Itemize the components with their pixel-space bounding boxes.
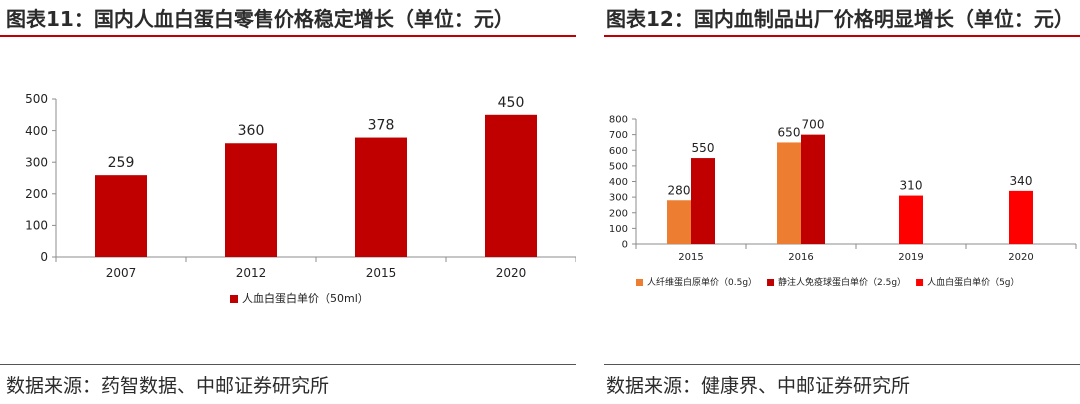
bar	[691, 158, 715, 244]
data-label: 700	[802, 118, 825, 132]
y-tick-label: 500	[25, 92, 48, 106]
bar	[355, 137, 407, 257]
y-tick-label: 100	[609, 224, 628, 235]
chart-panel-right: 图表12：国内血制品出厂价格明显增长（单位：元） 0 100 200 300 400 50…	[604, 0, 1080, 404]
bar-chart-right: 0 100 200 300 400 500 600 700 800 2015 2016 2019 202…	[609, 115, 1077, 288]
x-tick-label: 2019	[898, 252, 923, 263]
bar	[801, 134, 825, 244]
y-tick-label: 200	[609, 208, 628, 219]
y-tick-label: 400	[25, 124, 48, 138]
y-tick-label: 200	[25, 187, 48, 201]
x-tick-label: 2015	[678, 252, 703, 263]
legend-label: 静注人免疫球蛋白单价（2.5g）	[778, 276, 906, 288]
y-tick-label: 800	[609, 115, 628, 126]
y-tick-label: 400	[609, 177, 628, 188]
y-tick-label: 500	[609, 161, 628, 172]
data-label: 340	[1010, 174, 1033, 188]
bar	[667, 200, 691, 244]
legend-label: 人血白蛋白单价（5g）	[927, 276, 1019, 288]
data-label: 378	[368, 118, 395, 134]
legend-swatch	[636, 279, 643, 286]
y-tick-label: 300	[609, 193, 628, 204]
data-label: 360	[238, 123, 265, 139]
source-rule-left	[0, 364, 576, 365]
chart-panel-left: 图表11：国内人血白蛋白零售价格稳定增长（单位：元） 0 100 200 300 400…	[0, 7, 576, 397]
data-label: 450	[498, 95, 525, 111]
x-tick-label: 2016	[788, 252, 813, 263]
data-label: 310	[900, 179, 923, 193]
title-rule-right	[604, 35, 1080, 37]
x-tick-label: 2007	[106, 266, 137, 280]
y-tick-label: 100	[25, 219, 48, 233]
data-label: 550	[692, 141, 715, 155]
x-tick-label: 2012	[236, 266, 267, 280]
source-note-right: 数据来源：健康界、中邮证券研究所	[606, 375, 911, 397]
source-note-left: 数据来源：药智数据、中邮证券研究所	[6, 375, 330, 397]
legend-swatch	[916, 279, 924, 286]
figure-title-left: 图表11：国内人血白蛋白零售价格稳定增长（单位：元）	[6, 7, 514, 31]
bar	[777, 142, 801, 244]
data-label: 280	[668, 183, 691, 197]
x-tick-label: 2015	[366, 266, 397, 280]
y-tick-label: 0	[622, 240, 628, 251]
bar-chart-left: 0 100 200 300 400 500 2007 2012 2015 2020 259 360 37…	[25, 92, 576, 305]
title-rule-left	[0, 35, 576, 37]
legend-swatch	[230, 295, 238, 303]
legend-swatch	[767, 279, 775, 286]
bar	[225, 143, 277, 257]
figure-title-right: 图表12：国内血制品出厂价格明显增长（单位：元）	[606, 7, 1074, 31]
y-tick-label: 700	[609, 130, 628, 141]
y-tick-label: 300	[25, 155, 48, 169]
y-tick-label: 600	[609, 146, 628, 157]
x-tick-label: 2020	[1008, 252, 1033, 263]
y-tick-label: 0	[40, 250, 48, 264]
bar	[1009, 190, 1033, 244]
source-rule-right	[604, 364, 1080, 365]
legend-label: 人血白蛋白单价（50ml）	[242, 291, 369, 305]
data-label: 259	[108, 155, 135, 171]
x-tick-label: 2020	[496, 266, 527, 280]
bar	[485, 114, 537, 257]
bar	[95, 175, 147, 257]
bar	[899, 195, 923, 244]
legend-label: 人纤维蛋白原单价（0.5g）	[647, 276, 757, 288]
data-label: 650	[778, 125, 801, 139]
